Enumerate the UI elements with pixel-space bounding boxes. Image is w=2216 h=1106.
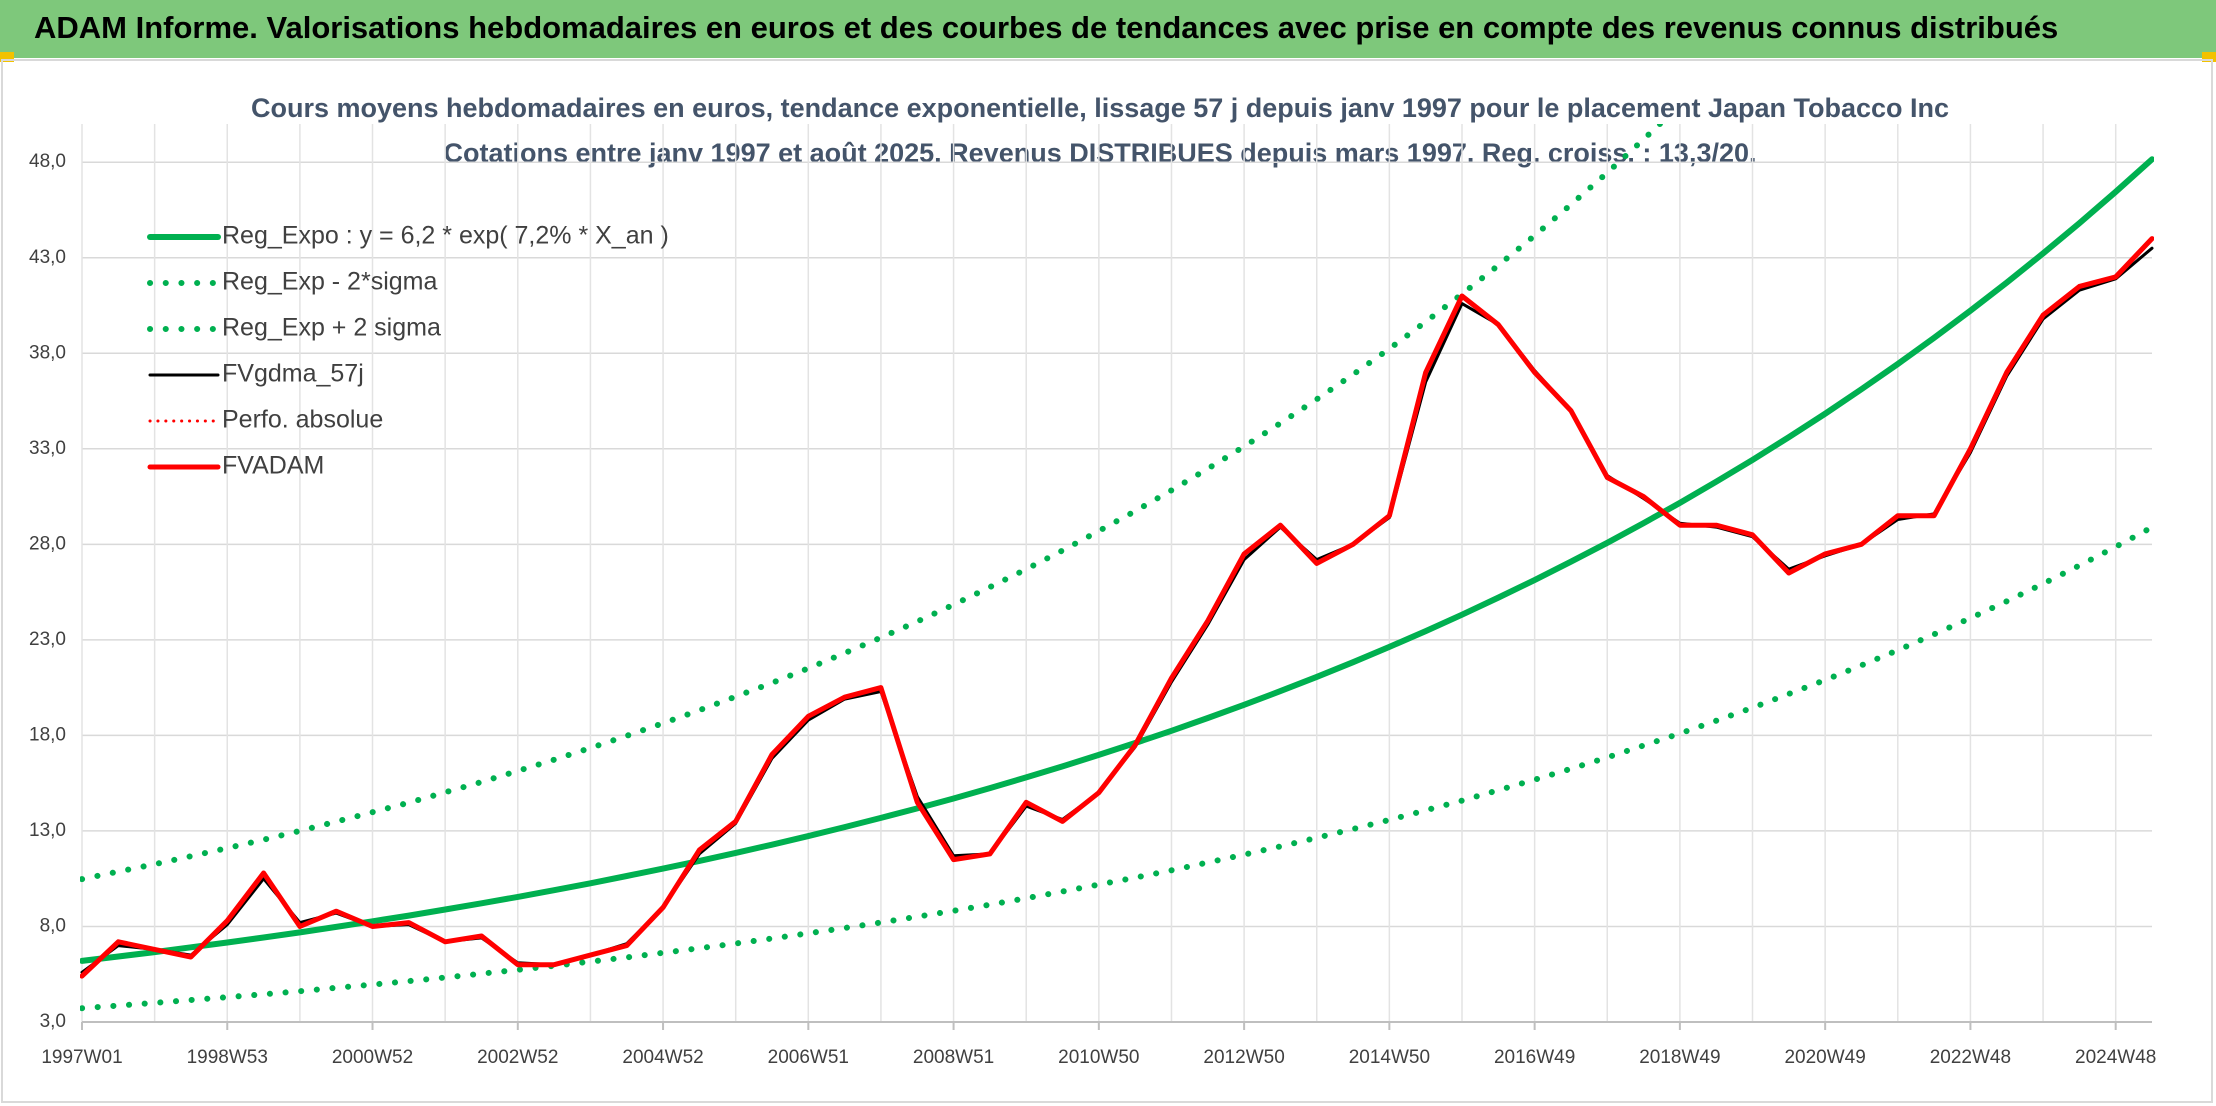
y-tick-label: 43,0	[29, 247, 66, 268]
chart-frame	[1, 59, 2213, 1103]
legend-label: FVgdma_57j	[222, 360, 364, 388]
x-tick-label: 2008W51	[913, 1047, 994, 1068]
corner-mark	[0, 52, 14, 62]
y-tick-label: 48,0	[29, 151, 66, 172]
y-tick-label: 8,0	[40, 915, 66, 936]
x-tick-label: 2004W52	[622, 1047, 703, 1068]
chart-subtitle: Cours moyens hebdomadaires en euros, ten…	[251, 93, 1949, 123]
x-tick-label: 2000W52	[332, 1047, 413, 1068]
y-tick-label: 28,0	[29, 533, 66, 554]
x-tick-label: 1998W53	[187, 1047, 268, 1068]
title-bar	[0, 0, 2216, 58]
legend-label: Reg_Exp - 2*sigma	[222, 268, 437, 296]
x-tick-label: 2018W49	[1639, 1047, 1720, 1068]
x-tick-label: 2002W52	[477, 1047, 558, 1068]
y-tick-label: 18,0	[29, 724, 66, 745]
grid: 3,0 8,0 13,0 18,0 23,0 28,0 33,0 38,0 43,0 48,0 19…	[29, 124, 2156, 1068]
x-tick-label: 2012W50	[1203, 1047, 1284, 1068]
series-line	[80, 524, 2154, 1012]
chart-subtitle: Cotations entre janv 1997 et août 2025. …	[443, 138, 1756, 168]
y-tick-label: 13,0	[29, 820, 66, 841]
legend-label: Perfo. absolue	[222, 406, 383, 434]
y-tick-label: 23,0	[29, 629, 66, 650]
series-line	[80, 236, 2154, 979]
corner-mark	[2202, 52, 2216, 62]
series-line	[80, 156, 2154, 964]
legend-label: Reg_Exp + 2 sigma	[222, 314, 441, 342]
series-line	[80, 124, 1665, 883]
x-tick-label: 2010W50	[1058, 1047, 1139, 1068]
y-tick-label: 33,0	[29, 438, 66, 459]
x-tick-label: 2006W51	[768, 1047, 849, 1068]
x-tick-label: 2020W49	[1784, 1047, 1865, 1068]
legend-label: FVADAM	[222, 452, 324, 480]
plot-area	[80, 124, 2154, 1012]
x-tick-label: 2024W48	[2075, 1047, 2156, 1068]
x-tick-label: 2022W48	[1930, 1047, 2011, 1068]
x-tick-label: 2014W50	[1349, 1047, 1430, 1068]
x-tick-label: 1997W01	[41, 1047, 122, 1068]
x-tick-label: 2016W49	[1494, 1047, 1575, 1068]
y-tick-label: 3,0	[40, 1011, 66, 1032]
chart-title: ADAM Informe. Valorisations hebdomadaire…	[34, 10, 2058, 45]
legend-label: Reg_Expo : y = 6,2 * exp( 7,2% * X_an )	[222, 222, 669, 250]
y-tick-label: 38,0	[29, 342, 66, 363]
legend: Reg_Expo : y = 6,2 * exp( 7,2% * X_an ) R…	[147, 222, 669, 480]
